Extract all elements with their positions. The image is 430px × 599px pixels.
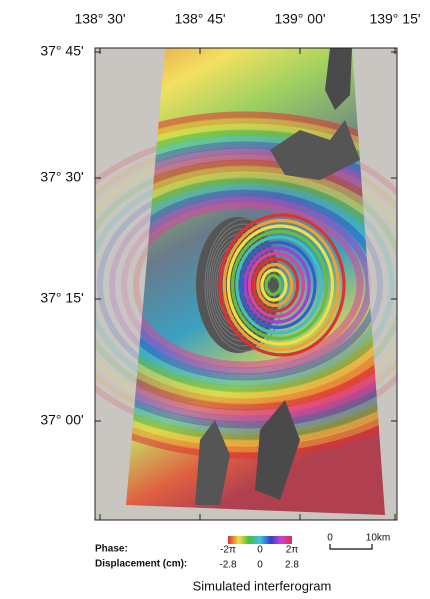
displacement-tick: 2.8 [285, 560, 299, 571]
figure: 138° 30' 138° 45' 139° 00' 139° 15' 37° … [0, 0, 430, 599]
longitude-label: 139° 00' [274, 11, 325, 27]
color-bar [228, 536, 292, 544]
scale-bar: 0 10km [327, 533, 390, 549]
phase-tick: 2π [286, 545, 299, 556]
map [0, 48, 430, 520]
left-axis-labels: 37° 45' 37° 30' 37° 15' 37° 00' [40, 43, 83, 428]
longitude-label: 138° 45' [174, 11, 225, 27]
scale-start: 0 [327, 533, 333, 544]
latitude-label: 37° 15' [40, 290, 83, 306]
caption: Simulated interferogram [193, 578, 332, 593]
phase-tick: 0 [257, 545, 263, 556]
longitude-label: 138° 30' [74, 11, 125, 27]
phase-label: Phase: [95, 544, 128, 555]
latitude-label: 37° 00' [40, 412, 83, 428]
displacement-tick: -2.8 [219, 560, 237, 571]
phase-tick: -2π [220, 545, 236, 556]
scale-line [330, 544, 372, 549]
latitude-label: 37° 45' [40, 43, 83, 59]
lobe-center [269, 279, 279, 291]
latitude-label: 37° 30' [40, 169, 83, 185]
scale-end: 10km [366, 533, 390, 544]
page: {"axes": {"top_labels": ["138° 30'", "13… [0, 0, 430, 599]
longitude-label: 139° 15' [369, 11, 420, 27]
top-axis-labels: 138° 30' 138° 45' 139° 00' 139° 15' [74, 11, 420, 27]
legend: Phase: Displacement (cm): -2π 0 2π -2.8 … [95, 536, 299, 571]
displacement-label: Displacement (cm): [95, 559, 187, 570]
displacement-tick: 0 [257, 560, 263, 571]
